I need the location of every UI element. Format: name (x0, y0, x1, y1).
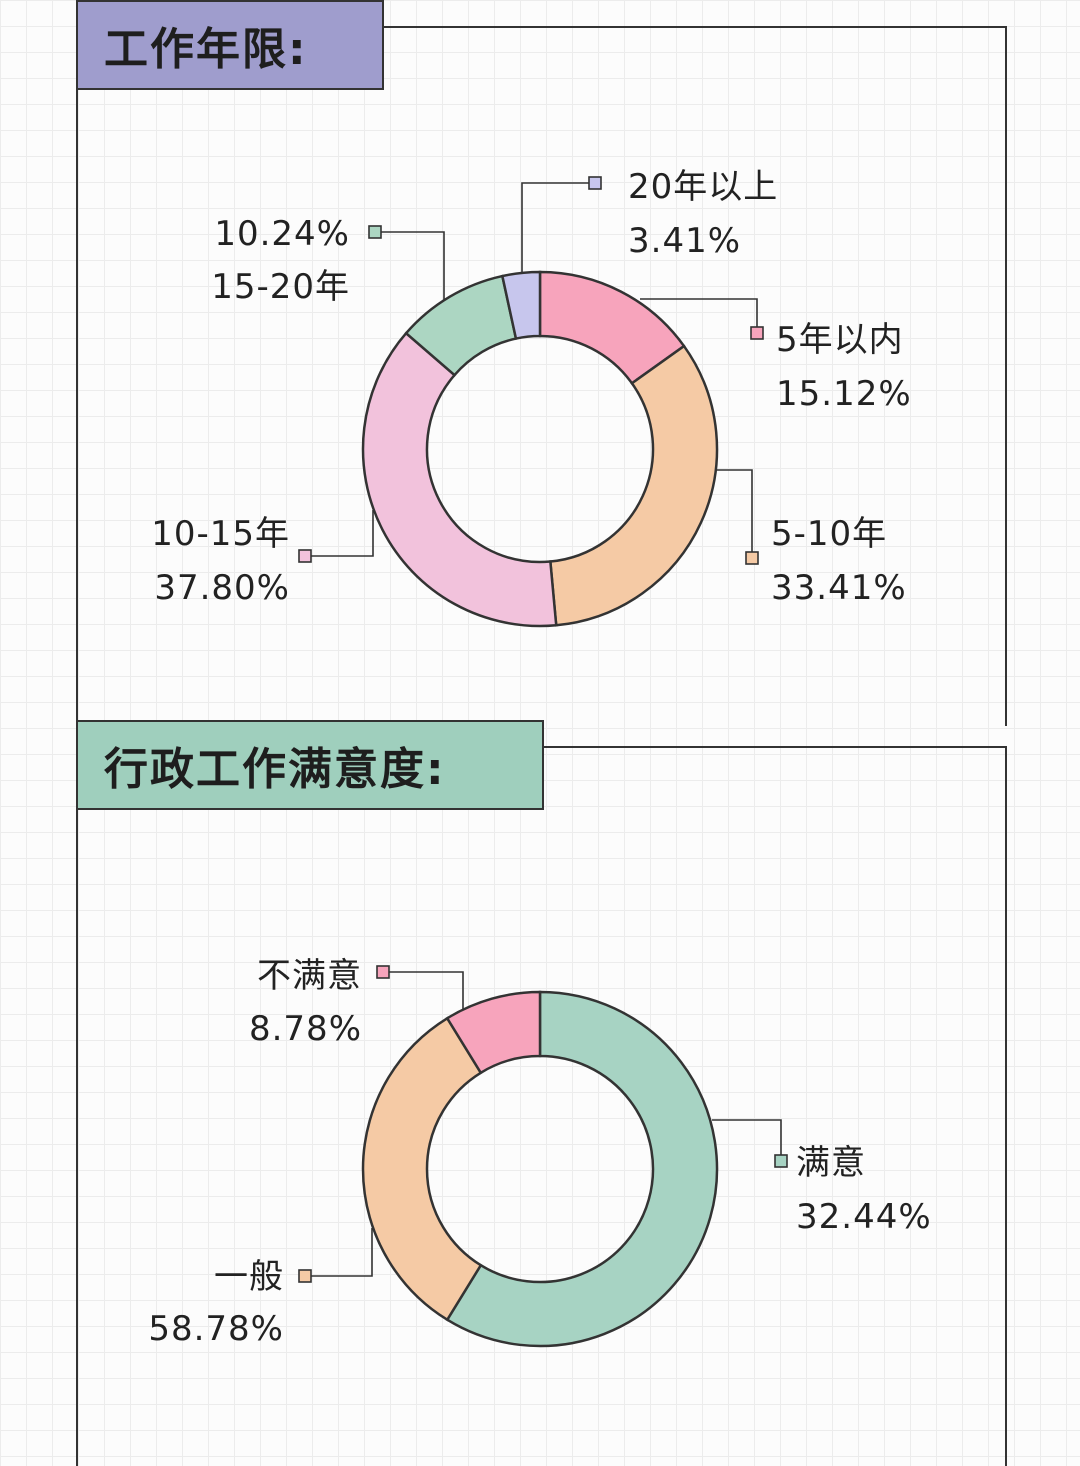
slice-value-label-0-2: 37.80% (154, 568, 290, 608)
donut-slice-1-0 (445, 990, 719, 1348)
slice-name-label-1-1: 一般 (214, 1257, 284, 1297)
slice-name-label-0-0: 5年以内 (776, 320, 904, 360)
satisfaction-section-title: 行政工作满意度: (76, 720, 544, 810)
donut-slice-0-2 (361, 331, 558, 628)
slice-value-label-0-1: 33.41% (771, 568, 907, 608)
slice-value-label-0-0: 15.12% (776, 374, 912, 414)
legend-marker-0-2 (298, 549, 312, 563)
satisfaction-donut-chart: 满意 32.44% 一般 58.78% 不满意 8.78% (148, 956, 932, 1349)
slice-name-label-1-2: 不满意 (257, 956, 362, 996)
legend-marker-0-1 (745, 551, 759, 565)
slice-name-label-0-2: 10-15年 (151, 514, 290, 554)
tenure-panel (76, 26, 1007, 726)
leader-line-1-1 (305, 1228, 373, 1277)
leader-line-1-0 (712, 1119, 782, 1161)
donut-slice-1-1 (361, 1016, 483, 1322)
slice-value-label-1-2: 8.78% (249, 1009, 362, 1049)
leader-line-0-2 (305, 510, 374, 557)
slice-value-label-1-1: 58.78% (148, 1309, 284, 1349)
leader-line-0-4 (521, 182, 595, 272)
legend-marker-0-4 (588, 176, 602, 190)
slice-name-label-1-0: 满意 (796, 1143, 866, 1183)
tenure-section-title: 工作年限: (76, 0, 384, 90)
donut-slice-0-4 (500, 270, 542, 341)
tenure-donut-chart: 5年以内 15.12% 5-10年 33.41% 10-15年 37.80% 10.24% 1… (151, 167, 912, 628)
legend-marker-1-1 (298, 1269, 312, 1283)
legend-marker-0-3 (368, 225, 382, 239)
legend-marker-1-0 (774, 1154, 788, 1168)
donut-slice-0-1 (548, 344, 719, 627)
slice-name-label-0-1: 5-10年 (771, 514, 887, 554)
donut-slice-1-2 (445, 990, 542, 1075)
leader-line-0-1 (716, 469, 753, 558)
slice-name-label-0-3: 15-20年 (211, 267, 350, 307)
legend-marker-1-2 (376, 965, 390, 979)
legend-marker-0-0 (750, 326, 764, 340)
leader-line-0-0 (640, 298, 758, 333)
leader-line-0-3 (375, 231, 445, 300)
leader-line-1-2 (383, 971, 464, 1010)
slice-name-label-0-4: 20年以上 (628, 167, 778, 207)
slice-value-label-0-3: 10.24% (214, 214, 350, 254)
slice-value-label-0-4: 3.41% (628, 221, 741, 261)
slice-value-label-1-0: 32.44% (796, 1197, 932, 1237)
